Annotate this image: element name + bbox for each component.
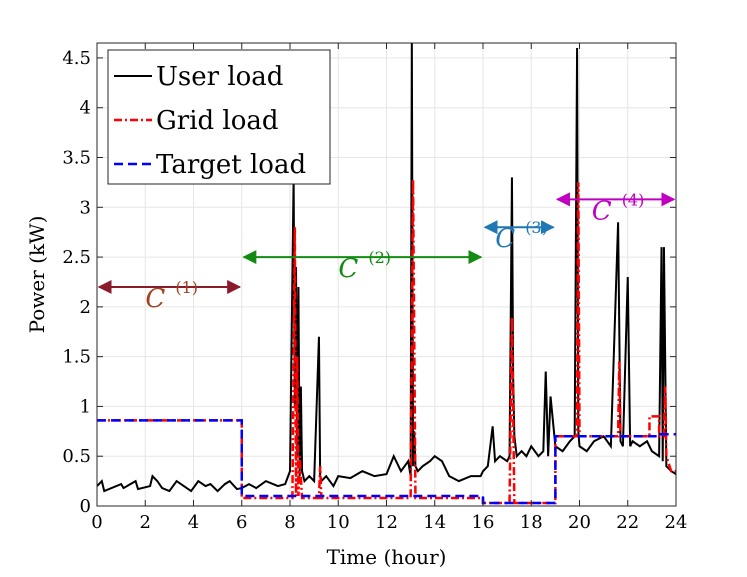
annotation-sup-4: (4) bbox=[622, 190, 645, 209]
y-tick-label: 1.5 bbox=[62, 347, 91, 368]
legend-entry-1: User load bbox=[156, 62, 283, 92]
y-tick-label: 0.5 bbox=[62, 446, 91, 467]
x-tick-label: 4 bbox=[188, 512, 199, 533]
x-tick-label: 8 bbox=[284, 512, 295, 533]
x-tick-label: 22 bbox=[616, 512, 639, 533]
y-tick-label: 3.5 bbox=[62, 148, 91, 169]
y-tick-label: 0 bbox=[80, 496, 91, 517]
x-tick-label: 20 bbox=[568, 512, 591, 533]
y-tick-label: 1 bbox=[80, 396, 91, 417]
annotations-group: C (1) C (2) C (3) C (4) bbox=[97, 190, 676, 314]
series-line-target-load bbox=[97, 419, 676, 505]
tick-labels: 0 2 4 6 8 10 12 14 16 18 20 22 2400.511.522.533.544.… bbox=[62, 43, 687, 533]
legend-entry-2: Grid load bbox=[156, 106, 279, 136]
series-line-user-load bbox=[97, 43, 676, 493]
y-tick-label: 4.5 bbox=[62, 48, 91, 69]
annotation-label-3: C bbox=[495, 224, 515, 254]
legend-box bbox=[107, 49, 331, 185]
y-tick-label: 2 bbox=[80, 297, 91, 318]
y-tick-label: 3 bbox=[80, 197, 91, 218]
series-group bbox=[97, 43, 676, 505]
x-tick-label: 24 bbox=[665, 512, 688, 533]
x-tick-label: 6 bbox=[236, 512, 247, 533]
x-tick-label: 16 bbox=[472, 512, 495, 533]
annotation-label-1: C bbox=[145, 284, 165, 314]
x-tick-label: 2 bbox=[140, 512, 151, 533]
annotation-label-2: C bbox=[338, 254, 358, 284]
annotation-label-4: C bbox=[592, 196, 612, 226]
annotation-sup-3: (3) bbox=[525, 218, 548, 237]
x-tick-label: 18 bbox=[520, 512, 543, 533]
legend-entry-3: Target load bbox=[156, 150, 306, 180]
x-tick-label: 14 bbox=[423, 512, 446, 533]
y-axis-label: Power (kW) bbox=[25, 216, 49, 334]
x-tick-label: 12 bbox=[375, 512, 398, 533]
legend: User load Grid load Target load bbox=[107, 49, 331, 185]
annotation-sup-1: (1) bbox=[175, 278, 198, 297]
x-tick-label: 10 bbox=[327, 512, 350, 533]
y-tick-label: 2.5 bbox=[62, 247, 91, 268]
x-axis-label: Time (hour) bbox=[327, 545, 447, 569]
x-tick-label: 0 bbox=[91, 512, 102, 533]
y-tick-label: 4 bbox=[80, 98, 91, 119]
annotation-sup-2: (2) bbox=[368, 248, 391, 267]
series-line-grid-load bbox=[97, 179, 676, 505]
